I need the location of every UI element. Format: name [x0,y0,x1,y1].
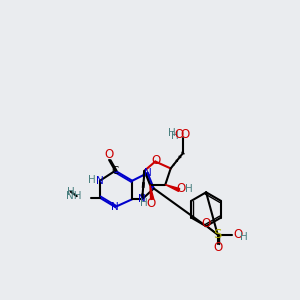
Text: C: C [112,166,119,176]
Text: H: H [88,175,96,185]
Text: O: O [202,218,211,230]
Polygon shape [165,184,180,191]
Text: O: O [104,148,114,161]
Text: H: H [168,128,176,138]
Text: O: O [180,128,189,141]
Text: H: H [140,198,148,208]
Text: N: N [96,176,104,186]
Text: O: O [177,182,186,195]
Text: O: O [146,196,155,210]
Text: O: O [234,228,243,241]
Text: O: O [213,241,222,254]
Text: N: N [144,168,152,178]
Text: H: H [184,184,192,194]
Text: H: H [67,187,74,196]
Text: N: N [138,194,146,204]
Text: H: H [240,232,248,242]
Polygon shape [150,184,154,200]
Text: NH: NH [66,191,81,201]
Text: N: N [111,202,119,212]
Text: S: S [214,228,222,241]
Text: O: O [175,128,184,141]
Text: O: O [152,154,161,167]
Text: H: H [171,131,179,141]
